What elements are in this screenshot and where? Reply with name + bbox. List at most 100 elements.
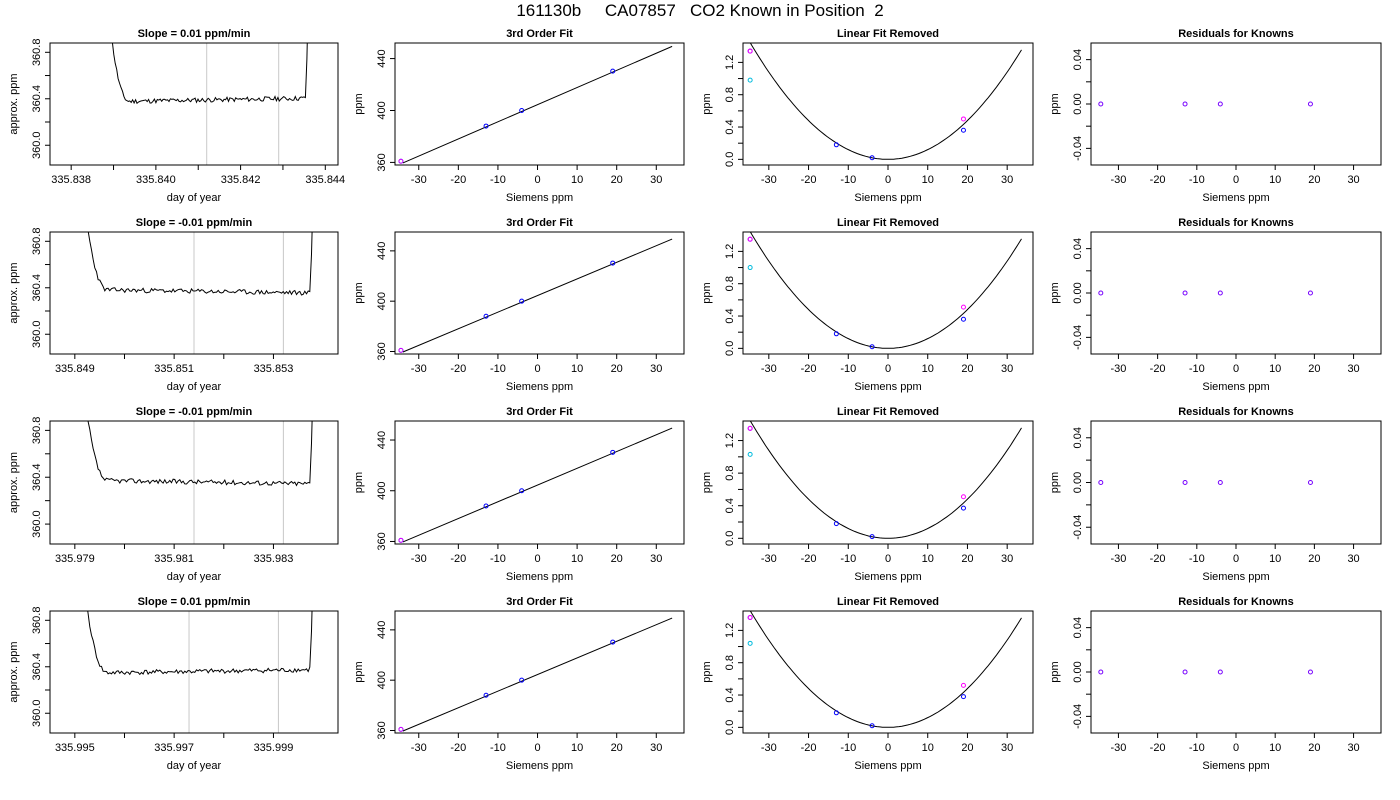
panel-time-row0: Slope = 0.01 ppm/min day of year approx. p… [8,28,345,204]
x-axis-label: Siemens ppm [506,381,573,393]
data-point [747,77,753,83]
x-axis-label: Siemens ppm [506,192,573,204]
x-tick-label: 335.981 [154,553,194,565]
x-tick-label: 30 [650,742,662,754]
y-axis-label: approx. ppm [8,452,20,513]
panel-res-row2: Residuals for Knowns Siemens ppm ppm -30 -20… [1049,406,1382,583]
plot-area [1098,290,1313,296]
y-axis-label: ppm [1049,472,1061,493]
panel-fit-row1: 3rd Order Fit Siemens ppm ppm -30 -20 -10 0 10 2… [353,217,685,393]
x-tick-label: 0 [1233,742,1239,754]
x-axis-label: Siemens ppm [1202,192,1269,204]
plot-frame [742,42,1034,166]
residual-point [1098,669,1104,675]
x-axis-label: Siemens ppm [506,571,573,583]
x-axis-label: Siemens ppm [1202,571,1269,583]
x-tick-label: -10 [840,174,856,186]
x-tick-label: -10 [490,363,506,375]
y-axis-label: approx. ppm [8,641,20,702]
x-tick-label: -20 [450,742,466,754]
y-tick-label: 0.8 [724,276,736,291]
y-tick-label: 0.4 [724,308,736,323]
x-tick-label: 20 [1308,742,1320,754]
x-tick-label: -10 [490,174,506,186]
known-point [398,537,404,543]
x-tick-label: 10 [571,742,583,754]
data-point [960,682,966,688]
residual-curve [749,421,1022,539]
plot-area [1098,669,1313,675]
plot-area [747,232,1022,350]
plot-frame [742,231,1034,355]
panel-title: Linear Fit Removed [837,596,939,608]
x-tick-label: 335.849 [55,363,95,375]
data-point [747,48,753,54]
data-point [483,503,489,509]
x-tick-label: 335.979 [55,553,95,565]
panel-lin-row1: Linear Fit Removed Siemens ppm ppm -30 -20 -1… [701,217,1034,393]
data-point [747,265,753,271]
y-tick-label: -0.04 [1072,515,1084,540]
panel-title: Linear Fit Removed [837,28,939,40]
x-tick-label: 0 [534,553,540,565]
x-tick-label: 10 [922,553,934,565]
y-tick-label: 0.8 [724,465,736,480]
x-tick-label: 335.840 [136,174,176,186]
x-tick-label: 30 [1347,174,1359,186]
x-tick-label: 10 [922,174,934,186]
y-tick-label: 360.0 [31,320,43,348]
residual-point [1217,480,1223,485]
y-axis-label: approx. ppm [8,73,20,134]
x-tick-label: 0 [1233,174,1239,186]
data-point [869,344,875,350]
y-tick-label: 360.8 [31,228,43,256]
data-point [833,521,839,527]
y-tick-label: 0.04 [1072,49,1084,70]
data-point [747,640,753,646]
y-tick-label: 0.04 [1072,427,1084,448]
residual-point [1217,669,1223,675]
x-tick-label: 30 [650,553,662,565]
x-tick-label: 10 [922,742,934,754]
x-tick-label: -10 [840,553,856,565]
x-tick-label: -30 [1110,553,1126,565]
concentration-trace [87,611,313,676]
data-point [519,298,525,304]
panel-lin-row3: Linear Fit Removed Siemens ppm ppm -30 -20 -1… [701,596,1034,772]
plot-area [1098,480,1313,485]
data-point [960,316,966,322]
plot-area [398,617,673,732]
data-point [960,127,966,133]
y-tick-label: 0.04 [1072,617,1084,638]
concentration-trace [87,232,313,296]
y-tick-label: 0.4 [724,498,736,513]
x-tick-label: 10 [1269,363,1281,375]
x-tick-label: 20 [1308,174,1320,186]
x-tick-label: 0 [885,174,891,186]
x-tick-label: 0 [1233,553,1239,565]
x-tick-label: -20 [801,174,817,186]
x-tick-label: 20 [1308,553,1320,565]
data-point [833,142,839,148]
panel-title: Slope = -0.01 ppm/min [136,217,253,229]
data-point [610,449,616,455]
x-tick-label: -10 [1189,363,1205,375]
panel-title: Residuals for Knowns [1178,28,1294,40]
x-tick-label: 335.838 [51,174,91,186]
known-point [398,726,404,732]
panel-title: 3rd Order Fit [506,406,573,418]
residual-point [1182,669,1188,675]
y-tick-label: 360.4 [31,274,43,302]
x-tick-label: -30 [411,363,427,375]
known-point [398,347,404,353]
y-tick-label: 360 [376,532,388,550]
residual-curve [749,43,1022,160]
y-tick-label: 360.8 [31,607,43,635]
x-tick-label: 20 [611,742,623,754]
y-tick-label: 440 [376,621,388,639]
plot-frame [394,420,685,545]
y-tick-label: 360.4 [31,653,43,681]
plot-area [398,45,673,164]
y-axis-label: ppm [1049,661,1061,682]
y-tick-label: 440 [376,49,388,67]
